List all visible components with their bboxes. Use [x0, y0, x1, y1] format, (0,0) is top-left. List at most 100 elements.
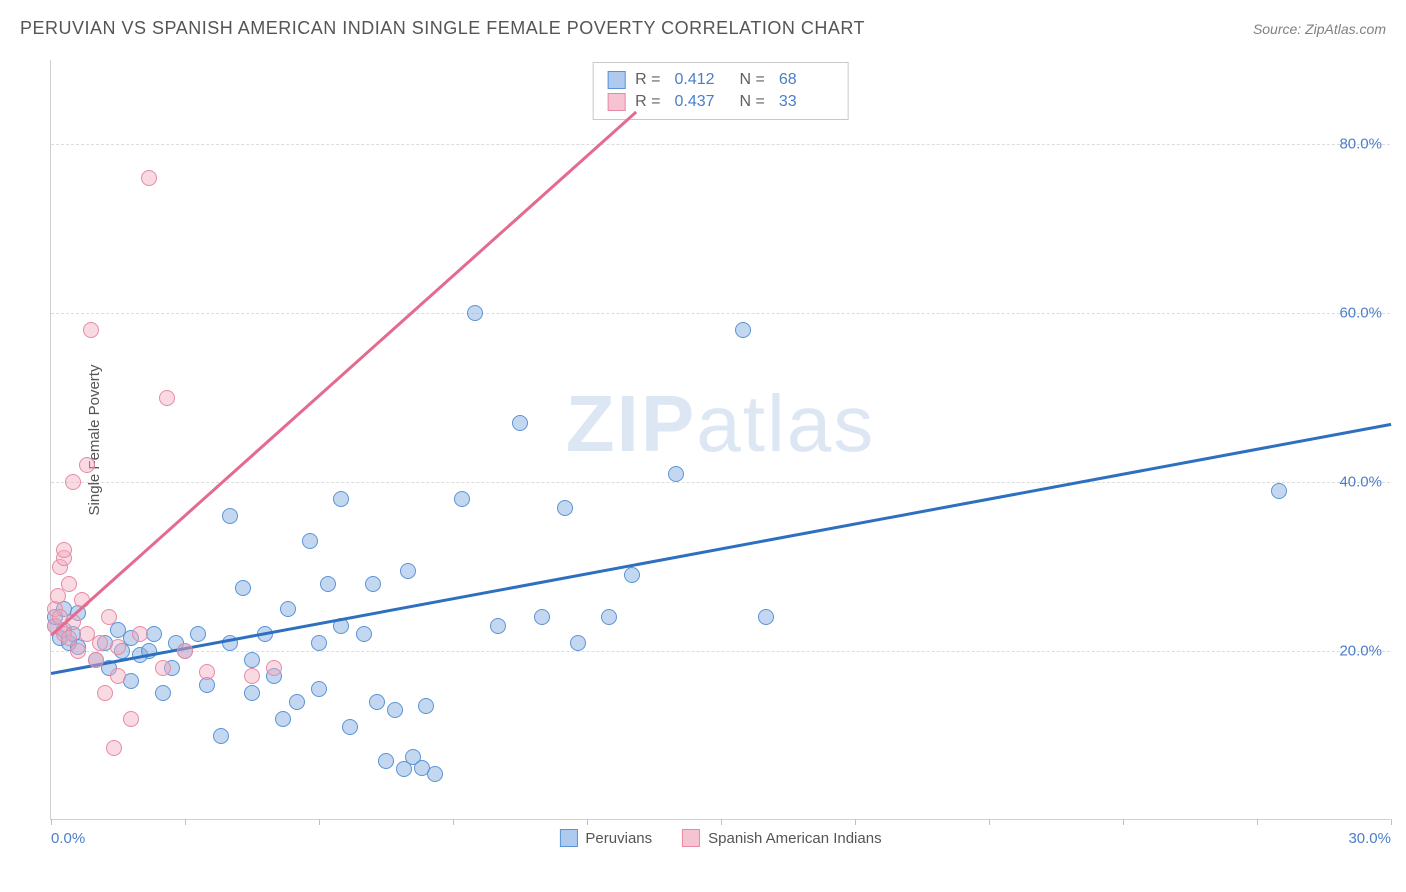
scatter-point — [244, 685, 260, 701]
scatter-point — [132, 626, 148, 642]
stats-swatch — [607, 71, 625, 89]
scatter-point — [155, 660, 171, 676]
scatter-point — [177, 643, 193, 659]
scatter-point — [333, 491, 349, 507]
stats-r-value: 0.437 — [675, 93, 730, 111]
scatter-point — [65, 474, 81, 490]
stats-n-label: N = — [740, 71, 765, 89]
scatter-point — [624, 567, 640, 583]
x-tick — [1257, 819, 1258, 825]
scatter-point — [342, 719, 358, 735]
x-tick-label: 30.0% — [1348, 830, 1391, 847]
correlation-stats-box: R = 0.412 N = 68 R = 0.437 N = 33 — [592, 62, 849, 120]
legend-label: Peruvians — [585, 830, 652, 847]
scatter-point — [557, 500, 573, 516]
scatter-point — [467, 305, 483, 321]
scatter-point — [311, 681, 327, 697]
scatter-point — [88, 652, 104, 668]
x-tick — [989, 819, 990, 825]
y-axis-title: Single Female Poverty — [86, 364, 103, 515]
scatter-point — [190, 626, 206, 642]
stats-n-value: 33 — [779, 93, 834, 111]
scatter-point — [758, 609, 774, 625]
stats-r-label: R = — [635, 93, 660, 111]
x-tick — [453, 819, 454, 825]
scatter-point — [56, 542, 72, 558]
scatter-point — [369, 694, 385, 710]
legend-swatch — [559, 829, 577, 847]
x-tick — [1391, 819, 1392, 825]
legend-label: Spanish American Indians — [708, 830, 881, 847]
y-tick-label: 40.0% — [1339, 474, 1382, 491]
gridline — [51, 313, 1390, 314]
scatter-point — [280, 601, 296, 617]
scatter-point — [235, 580, 251, 596]
scatter-point — [101, 609, 117, 625]
scatter-point — [244, 652, 260, 668]
scatter-point — [106, 740, 122, 756]
scatter-point — [490, 618, 506, 634]
scatter-point — [387, 702, 403, 718]
scatter-point — [356, 626, 372, 642]
x-tick — [587, 819, 588, 825]
x-tick-label: 0.0% — [51, 830, 85, 847]
scatter-point — [70, 643, 86, 659]
scatter-point — [1271, 483, 1287, 499]
scatter-point — [302, 533, 318, 549]
scatter-point — [534, 609, 550, 625]
x-tick — [185, 819, 186, 825]
source-attribution: Source: ZipAtlas.com — [1253, 21, 1386, 37]
chart-plot-area: Single Female Poverty ZIPatlas R = 0.412 N… — [50, 60, 1390, 820]
scatter-point — [213, 728, 229, 744]
x-tick — [721, 819, 722, 825]
scatter-point — [311, 635, 327, 651]
scatter-point — [123, 711, 139, 727]
scatter-point — [570, 635, 586, 651]
scatter-point — [83, 322, 99, 338]
scatter-point — [79, 457, 95, 473]
y-tick-label: 20.0% — [1339, 643, 1382, 660]
scatter-point — [418, 698, 434, 714]
watermark-rest: atlas — [696, 379, 875, 468]
scatter-point — [61, 576, 77, 592]
legend-item: Spanish American Indians — [682, 829, 881, 847]
x-tick — [1123, 819, 1124, 825]
stats-n-label: N = — [740, 93, 765, 111]
stats-swatch — [607, 93, 625, 111]
scatter-point — [289, 694, 305, 710]
stats-n-value: 68 — [779, 71, 834, 89]
legend-item: Peruvians — [559, 829, 652, 847]
scatter-point — [159, 390, 175, 406]
trend-line — [50, 111, 637, 636]
scatter-point — [454, 491, 470, 507]
chart-title: PERUVIAN VS SPANISH AMERICAN INDIAN SING… — [20, 18, 865, 39]
x-tick — [319, 819, 320, 825]
scatter-point — [141, 170, 157, 186]
stats-r-value: 0.412 — [675, 71, 730, 89]
scatter-point — [601, 609, 617, 625]
scatter-point — [155, 685, 171, 701]
scatter-point — [427, 766, 443, 782]
scatter-point — [512, 415, 528, 431]
y-tick-label: 80.0% — [1339, 136, 1382, 153]
stats-r-label: R = — [635, 71, 660, 89]
y-tick-label: 60.0% — [1339, 305, 1382, 322]
gridline — [51, 144, 1390, 145]
scatter-point — [199, 664, 215, 680]
scatter-point — [275, 711, 291, 727]
x-tick — [855, 819, 856, 825]
trend-line — [51, 423, 1391, 675]
scatter-point — [92, 635, 108, 651]
stats-row: R = 0.437 N = 33 — [607, 91, 834, 113]
scatter-point — [222, 508, 238, 524]
scatter-point — [365, 576, 381, 592]
scatter-point — [378, 753, 394, 769]
series-legend: Peruvians Spanish American Indians — [559, 829, 881, 847]
scatter-point — [110, 639, 126, 655]
scatter-point — [97, 685, 113, 701]
watermark-text: ZIPatlas — [566, 378, 875, 470]
scatter-point — [266, 660, 282, 676]
scatter-point — [50, 588, 66, 604]
scatter-point — [735, 322, 751, 338]
scatter-point — [244, 668, 260, 684]
